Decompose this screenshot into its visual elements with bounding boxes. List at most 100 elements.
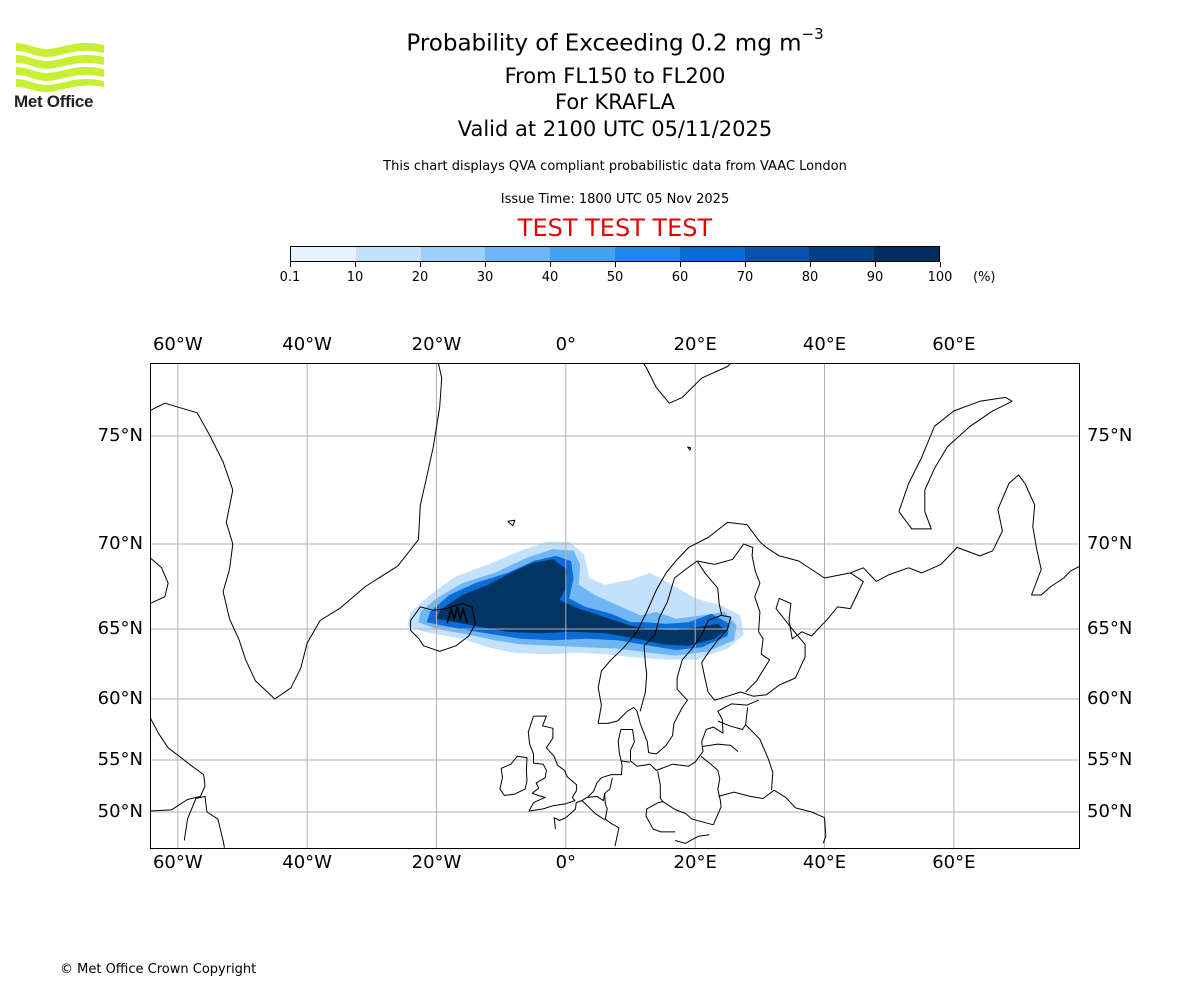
bottom-longitude-label: 0° bbox=[555, 852, 577, 873]
colorbar-tick-label: 50 bbox=[606, 270, 624, 285]
border-germany-poland bbox=[657, 771, 664, 802]
left-latitude-label: 50°N bbox=[97, 801, 143, 822]
border-russia-ukraine-east bbox=[822, 817, 827, 844]
coastline-russian-arctic-coast bbox=[850, 474, 1080, 596]
colorbar-tick-label: 90 bbox=[866, 270, 884, 285]
coastline-novaya-zemlya bbox=[898, 396, 1013, 530]
left-latitude-label: 55°N bbox=[97, 749, 143, 770]
title-superscript: −3 bbox=[801, 25, 824, 43]
coastline-baffin-island bbox=[150, 557, 169, 604]
country-borders bbox=[581, 543, 827, 847]
bottom-longitude-label: 20°E bbox=[673, 852, 717, 873]
coastline-great-britain bbox=[527, 715, 578, 812]
right-latitude-label: 60°N bbox=[1087, 688, 1133, 709]
bottom-longitude-label: 20°W bbox=[411, 852, 462, 873]
volcano-name: For KRAFLA bbox=[555, 90, 675, 114]
colorbar bbox=[290, 246, 940, 262]
bottom-longitude-label: 40°W bbox=[282, 852, 332, 873]
colorbar-bin-9 bbox=[874, 247, 939, 261]
colorbar-tick-mark bbox=[875, 262, 876, 267]
colorbar-tick-mark bbox=[550, 262, 551, 267]
border-norway-sweden bbox=[639, 560, 698, 712]
bottom-longitude-label: 40°E bbox=[802, 852, 847, 873]
right-latitude-label: 70°N bbox=[1087, 533, 1133, 554]
graticule bbox=[150, 363, 1080, 849]
colorbar-bin-4 bbox=[550, 247, 615, 261]
colorbar-tick-mark bbox=[355, 262, 356, 267]
top-longitude-label: 0° bbox=[555, 334, 577, 355]
coastline-labrador bbox=[150, 717, 206, 812]
right-latitude-label: 65°N bbox=[1087, 618, 1133, 639]
coastline-bear-island bbox=[687, 446, 692, 451]
disclaimer-text: This chart displays QVA compliant probab… bbox=[383, 159, 847, 174]
title-main-text: Probability of Exceeding 0.2 mg m bbox=[406, 30, 802, 57]
colorbar-bin-7 bbox=[744, 247, 810, 261]
bottom-longitude-label: 60°E bbox=[932, 852, 976, 873]
left-latitude-label: 75°N bbox=[97, 425, 143, 446]
volcano-icon bbox=[446, 606, 468, 624]
coastline-svalbard bbox=[642, 363, 732, 404]
border-slovakia-hungary bbox=[674, 834, 710, 844]
colorbar-bin-1 bbox=[355, 247, 421, 261]
chart-title: Probability of Exceeding 0.2 mg m−3 bbox=[0, 25, 1200, 57]
coastline-north-sea-coast bbox=[553, 729, 623, 830]
colorbar-tick-mark bbox=[615, 262, 616, 267]
border-estonia-latvia bbox=[717, 707, 749, 731]
coastline-mainland-europe bbox=[620, 699, 759, 771]
coastlines bbox=[150, 363, 1080, 848]
bottom-longitude-label: 60°W bbox=[152, 852, 203, 873]
colorbar-tick-mark bbox=[745, 262, 746, 267]
colorbar-tick-label: 100 bbox=[927, 270, 953, 285]
colorbar-tick-mark bbox=[940, 262, 941, 267]
top-longitude-label: 40°W bbox=[282, 334, 332, 355]
colorbar-tick-mark bbox=[420, 262, 421, 267]
border-france-belgium bbox=[581, 800, 606, 820]
coastline-greenland bbox=[150, 363, 443, 700]
issue-time: Issue Time: 1800 UTC 05 Nov 2025 bbox=[500, 192, 730, 207]
coastline-iceland bbox=[410, 603, 476, 652]
colorbar-bin-0 bbox=[291, 247, 356, 261]
colorbar-tick-label: 20 bbox=[411, 270, 429, 285]
met-office-logo bbox=[16, 42, 104, 93]
colorbar-tick-label: 10 bbox=[346, 270, 364, 285]
copyright: © Met Office Crown Copyright bbox=[60, 962, 257, 977]
test-banner: TEST TEST TEST bbox=[517, 214, 713, 242]
top-longitude-label: 20°E bbox=[673, 334, 717, 355]
border-belgium-netherlands bbox=[587, 793, 606, 802]
border-germany-denmark bbox=[621, 760, 630, 763]
coastline-jan-mayen bbox=[507, 519, 516, 527]
colorbar-bin-3 bbox=[485, 247, 551, 261]
top-longitude-label: 20°W bbox=[411, 334, 462, 355]
right-latitude-label: 55°N bbox=[1087, 749, 1133, 770]
border-poland-czechia bbox=[662, 801, 714, 826]
colorbar-bin-5 bbox=[614, 247, 680, 261]
colorbar-tick-label: 60 bbox=[671, 270, 689, 285]
colorbar-bin-2 bbox=[420, 247, 486, 261]
top-longitude-label: 40°E bbox=[802, 334, 847, 355]
border-belarus-russia bbox=[745, 724, 774, 791]
colorbar-tick-label: 0.1 bbox=[279, 270, 301, 285]
border-sweden-finland bbox=[696, 560, 723, 616]
colorbar-tick-label: 30 bbox=[476, 270, 494, 285]
left-latitude-label: 70°N bbox=[97, 533, 143, 554]
border-czechia-germany bbox=[645, 801, 676, 833]
right-latitude-label: 50°N bbox=[1087, 801, 1133, 822]
colorbar-tick-mark bbox=[810, 262, 811, 267]
top-longitude-label: 60°E bbox=[932, 334, 976, 355]
border-germany-benelux bbox=[604, 777, 620, 847]
colorbar-tick-mark bbox=[680, 262, 681, 267]
flight-levels: From FL150 to FL200 bbox=[504, 64, 726, 88]
border-ukraine-belarus bbox=[718, 789, 825, 819]
colorbar-tick-label: 70 bbox=[736, 270, 754, 285]
logo-text: Met Office bbox=[14, 92, 94, 111]
plume-layer-95-percent bbox=[436, 559, 726, 646]
left-latitude-label: 60°N bbox=[97, 688, 143, 709]
coastline-ireland bbox=[499, 755, 528, 796]
border-lithuania-poland bbox=[700, 755, 722, 825]
top-longitude-label: 60°W bbox=[152, 334, 203, 355]
colorbar-unit: (%) bbox=[973, 270, 996, 285]
colorbar-tick-label: 40 bbox=[541, 270, 559, 285]
colorbar-tick-mark bbox=[290, 262, 291, 267]
coastline-scandinavia bbox=[597, 521, 864, 755]
left-latitude-label: 65°N bbox=[97, 618, 143, 639]
